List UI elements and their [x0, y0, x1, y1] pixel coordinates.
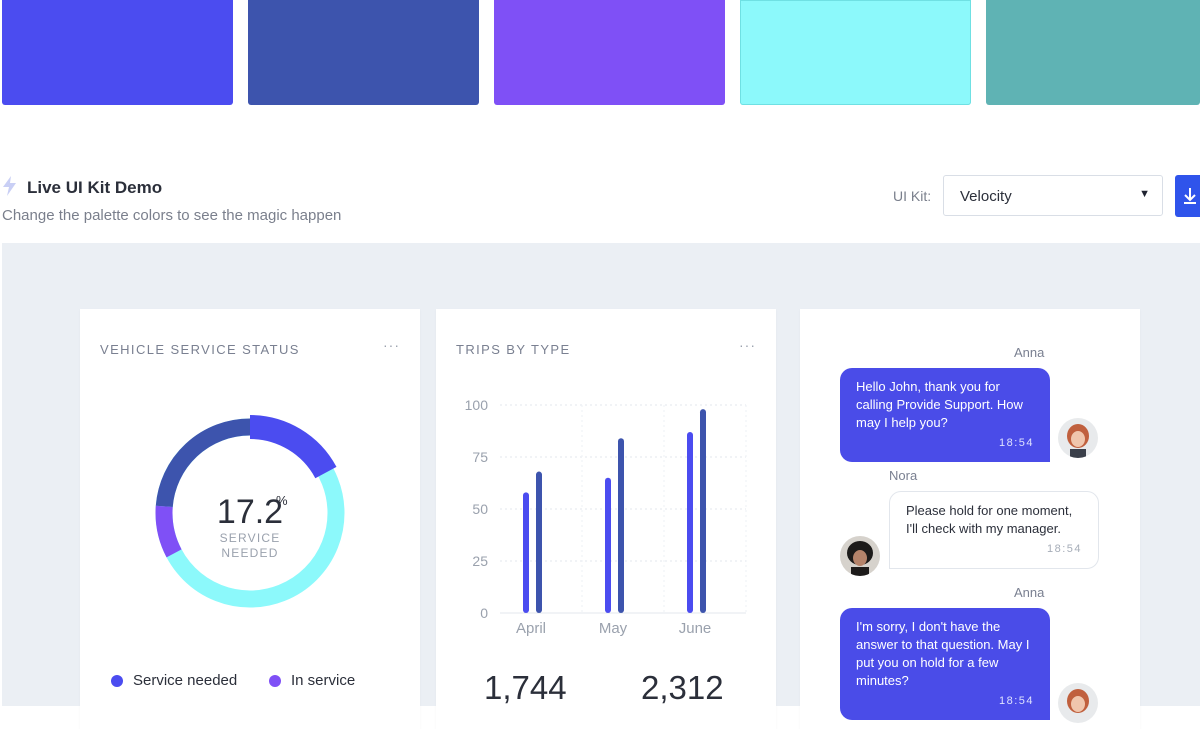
label-line-1: SERVICE: [219, 531, 281, 545]
chat-message-text: Hello John, thank you for calling Provid…: [856, 379, 1023, 430]
more-options-icon[interactable]: ···: [383, 337, 400, 353]
chat-message: Please hold for one moment, I'll check w…: [889, 491, 1099, 569]
service-donut-chart: [152, 415, 348, 611]
palette-swatch-3[interactable]: [494, 0, 725, 105]
chat-sender-name: Anna: [1014, 585, 1045, 600]
x-tick-label: June: [679, 620, 712, 637]
trips-bar-chart: 100 75 50 25 0 April May June: [465, 397, 747, 637]
label-line-2: NEEDED: [221, 546, 279, 560]
chat-message: I'm sorry, I don't have the answer to th…: [840, 608, 1050, 720]
y-tick-label: 50: [472, 501, 488, 517]
bar[interactable]: [605, 477, 611, 613]
legend-dot-icon: [111, 674, 123, 687]
x-tick-label: April: [516, 620, 546, 637]
chat-message-text: I'm sorry, I don't have the answer to th…: [856, 619, 1030, 688]
y-tick-label: 75: [472, 449, 488, 465]
donut-segment-service-needed: [152, 415, 348, 611]
download-button[interactable]: [1175, 175, 1200, 217]
x-tick-label: May: [599, 620, 628, 637]
bar[interactable]: [618, 438, 624, 613]
service-needed-value: 17.2: [216, 493, 284, 531]
ui-kit-label: UI Kit:: [893, 188, 932, 204]
donut-segment-in-service: [155, 418, 345, 608]
card-title: VEHICLE SERVICE STATUS: [100, 342, 300, 357]
ui-kit-selected-value: Velocity: [960, 188, 1012, 205]
chat-message: Hello John, thank you for calling Provid…: [840, 368, 1050, 462]
y-tick-label: 0: [480, 605, 488, 621]
page-title: Live UI Kit Demo: [27, 178, 163, 197]
y-tick-label: 100: [465, 397, 489, 413]
download-icon: [1184, 188, 1196, 204]
palette-swatch-5[interactable]: [986, 0, 1200, 105]
more-options-icon[interactable]: ···: [739, 337, 756, 353]
anna-avatar-icon: [1058, 418, 1098, 458]
stat-value-1: 1,744: [484, 669, 567, 706]
bar[interactable]: [687, 432, 693, 613]
percent-sign: %: [276, 493, 288, 508]
bar[interactable]: [700, 409, 706, 613]
chat-message-time: 18:54: [1046, 543, 1082, 555]
page-subtitle: Change the palette colors to see the mag…: [2, 207, 342, 224]
palette-swatch-2[interactable]: [248, 0, 479, 105]
chat-sender-name: Nora: [889, 468, 918, 483]
chat-sender-name: Anna: [1014, 345, 1045, 360]
legend-label: Service needed: [133, 672, 238, 689]
chat-message-time: 18:54: [998, 437, 1034, 449]
palette-swatch-1[interactable]: [2, 0, 233, 105]
legend-service-needed[interactable]: Service needed: [111, 672, 237, 689]
stat-value-2: 2,312: [641, 669, 724, 706]
chat-message-text: Please hold for one moment, I'll check w…: [906, 503, 1073, 536]
bar[interactable]: [536, 471, 542, 613]
legend-in-service[interactable]: In service: [269, 672, 355, 689]
service-needed-label: SERVICE NEEDED: [200, 531, 300, 561]
bolt-icon: [3, 176, 16, 196]
palette-swatch-4[interactable]: [740, 0, 971, 105]
anna-avatar-icon: [1058, 683, 1098, 723]
chat-card: Anna Hello John, thank you for calling P…: [800, 309, 1140, 729]
caret-down-icon: ▼: [1139, 188, 1150, 200]
legend-label: In service: [291, 672, 356, 689]
bar[interactable]: [523, 492, 529, 613]
ui-kit-select[interactable]: Velocity ▼: [943, 175, 1163, 216]
trips-by-type-card: TRIPS BY TYPE ··· 100 75 50 25 0 April May June…: [436, 309, 776, 729]
card-title: TRIPS BY TYPE: [456, 342, 571, 357]
legend-dot-icon: [269, 674, 281, 687]
chat-message-time: 18:54: [998, 695, 1034, 707]
nora-avatar-icon: [840, 536, 880, 576]
y-tick-label: 25: [472, 553, 488, 569]
vehicle-service-status-card: VEHICLE SERVICE STATUS ··· 17.2 % SERVIC…: [80, 309, 420, 729]
